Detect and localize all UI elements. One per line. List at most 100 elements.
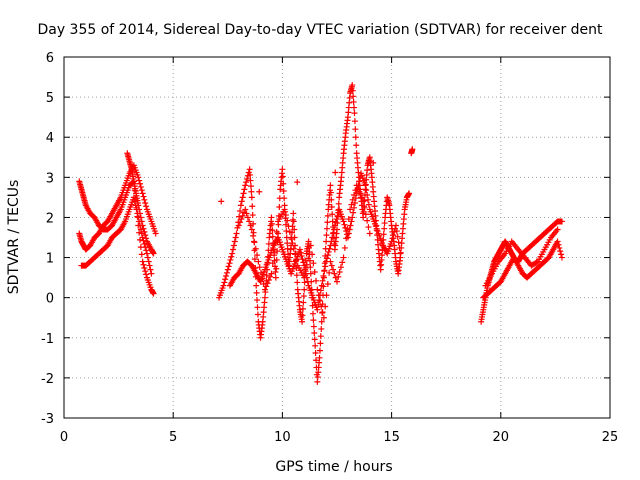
data-point-pass-f [391,228,398,235]
data-point-pass-g [362,211,369,218]
data-point-pass-c [144,254,151,261]
data-point-pass-g [349,196,356,203]
data-point-pass-c [142,244,149,251]
data-point-pass-g [327,258,334,265]
data-point-pass-g [271,249,278,256]
data-point-pass-e [351,118,358,125]
data-point-pass-f [364,191,371,198]
data-point-pass-f [315,301,322,308]
data-point-pass-g [269,260,276,267]
data-point-pass-h [256,188,263,195]
data-point-pass-e [381,220,388,227]
data-point-pass-e [272,274,279,281]
y-tick-label: 2 [46,211,54,226]
data-point-pass-e [324,219,331,226]
data-point-pass-g [315,292,322,299]
data-point-pass-f [349,214,356,221]
data-point-pass-b [141,196,148,203]
data-point-pass-e [350,93,357,100]
data-point-pass-f [318,282,325,289]
data-point-pass-e [237,208,244,215]
data-point-pass-a [136,229,143,236]
data-point-pass-e [232,234,239,241]
data-point-pass-e [247,171,254,178]
data-point-pass-f [298,252,305,259]
data-point-pass-g [292,251,299,258]
data-point-pass-f [397,250,404,257]
data-point-pass-e [233,230,240,237]
data-point-pass-f [330,226,337,233]
data-point-pass-e [323,238,330,245]
data-point-pass-g [354,185,361,192]
data-point-pass-a [141,264,148,271]
data-point-pass-f [331,222,338,229]
data-point-pass-g [310,260,317,267]
data-point-pass-f [351,200,358,207]
data-point-pass-f [321,268,328,275]
data-point-pass-e [317,333,324,340]
data-point-pass-e [254,311,261,318]
data-point-pass-e [353,142,360,149]
data-point-pass-e [221,279,228,286]
data-point-pass-c [145,258,152,265]
data-point-pass-g [348,201,355,208]
data-point-pass-g [255,258,262,265]
data-point-pass-g [303,261,310,268]
data-point-pass-a [150,290,157,297]
data-point-pass-e [230,242,237,249]
data-point-pass-g [323,292,330,299]
data-point-pass-e [284,245,291,252]
data-point-pass-g [344,225,351,232]
data-point-pass-k [554,226,561,233]
data-point-pass-e [228,253,235,260]
data-point-pass-c [146,262,153,269]
data-point-pass-e [248,194,255,201]
data-point-pass-b [137,180,144,187]
data-point-pass-b [136,177,143,184]
data-point-pass-e [249,203,256,210]
data-point-pass-e [249,212,256,219]
data-point-pass-g [340,254,347,261]
data-point-pass-f [365,201,372,208]
data-point-pass-e [360,214,367,221]
data-point-pass-k [533,259,540,266]
data-point-pass-e [327,189,334,196]
data-point-pass-b [138,187,145,194]
data-point-pass-f [317,287,324,294]
data-point-pass-g [332,274,339,281]
data-point-pass-g [247,222,254,229]
data-point-pass-f [388,238,395,245]
data-point-pass-f [326,245,333,252]
x-tick-label: 5 [169,430,177,445]
data-point-pass-e [281,195,288,202]
data-point-pass-f [350,209,357,216]
data-point-pass-h [370,159,377,166]
data-point-pass-e [227,256,234,263]
data-point-pass-e [318,325,325,332]
axis-ticks: 0 5 10 15 20 25 -3 -2 -1 0 1 2 3 4 5 6 [41,51,618,445]
x-axis-label: GPS time / hours [275,459,392,475]
data-point-pass-e [223,273,230,280]
data-point-pass-e [254,297,261,304]
data-point-pass-f [320,273,327,280]
data-point-pass-j [554,238,561,245]
data-point-pass-e [241,186,248,193]
data-point-pass-e [283,228,290,235]
data-point-pass-e [305,238,312,245]
data-point-pass-d [142,232,149,239]
data-point-pass-g [301,274,308,281]
data-point-pass-a [140,261,147,268]
data-point-pass-e [317,340,324,347]
data-point-pass-g [331,270,338,277]
data-point-pass-g [361,204,368,211]
data-point-pass-g [272,239,279,246]
x-tick-label: 20 [493,430,510,445]
data-point-pass-g [288,234,295,241]
data-point-pass-g [339,259,346,266]
data-point-pass-g [264,280,271,287]
data-point-pass-c [148,270,155,277]
data-point-pass-g [289,240,296,247]
data-point-pass-g [328,262,335,269]
data-point-pass-g [307,242,314,249]
data-point-pass-g [337,264,344,271]
